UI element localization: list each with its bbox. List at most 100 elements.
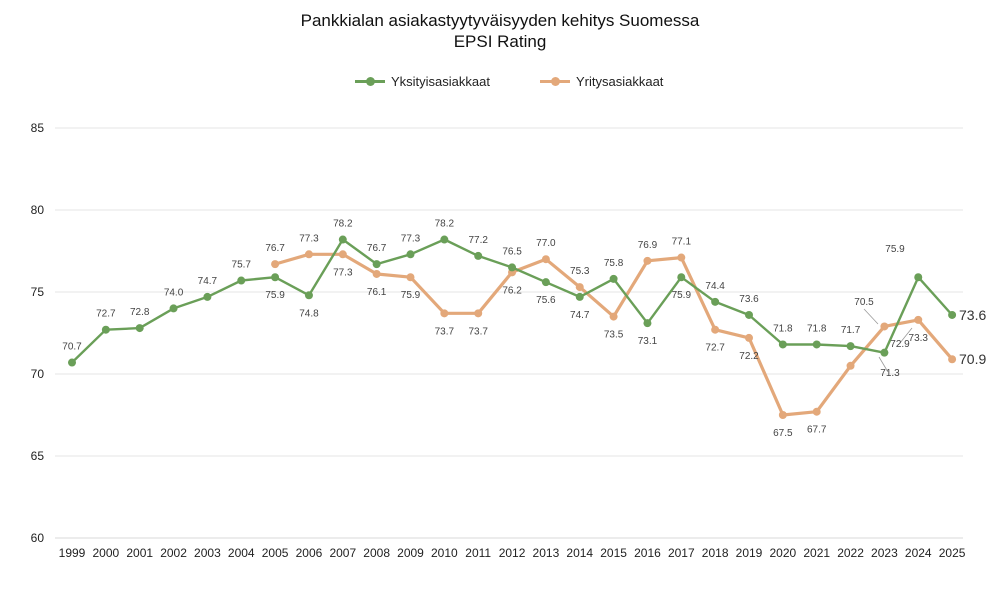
point-yritysasiakkaat-2024 bbox=[914, 315, 923, 324]
legend-label-yksityisasiakkaat: Yksityisasiakkaat bbox=[391, 73, 490, 89]
point-yritysasiakkaat-2017 bbox=[677, 253, 686, 262]
point-yksityisasiakkaat-2001 bbox=[135, 324, 144, 333]
point-yksityisasiakkaat-2003 bbox=[203, 292, 212, 301]
point-yritysasiakkaat-2011 bbox=[474, 309, 483, 318]
chart-title: Pankkialan asiakastyytyväisyyden kehitys… bbox=[300, 11, 700, 30]
x-tick-label-2024: 2024 bbox=[905, 546, 932, 560]
x-tick-label-2013: 2013 bbox=[533, 546, 560, 560]
legend-item-yritysasiakkaat: Yritysasiakkaat bbox=[540, 71, 663, 91]
x-tick-label-2001: 2001 bbox=[126, 546, 153, 560]
x-tick-label-2021: 2021 bbox=[803, 546, 830, 560]
point-yritysasiakkaat-2013 bbox=[541, 255, 550, 264]
point-yksityisasiakkaat-2016 bbox=[643, 319, 652, 328]
end-label-yritysasiakkaat: 70.9 bbox=[959, 351, 986, 367]
point-yritysasiakkaat-2020 bbox=[778, 411, 787, 419]
data-label-yksityisasiakkaat-1999: 70.7 bbox=[62, 342, 82, 353]
data-label-yritysasiakkaat-2007: 77.3 bbox=[333, 267, 353, 278]
data-label-yksityisasiakkaat-2012: 76.5 bbox=[502, 246, 522, 257]
point-yritysasiakkaat-2023 bbox=[880, 322, 889, 331]
data-label-yksityisasiakkaat-2010: 78.2 bbox=[435, 219, 455, 230]
data-label-yritysasiakkaat-2016: 76.9 bbox=[638, 240, 658, 251]
y-tick-label-70: 70 bbox=[31, 367, 45, 381]
data-label-yksityisasiakkaat-2014: 74.7 bbox=[570, 310, 590, 321]
x-tick-label-2009: 2009 bbox=[397, 546, 424, 560]
data-label-yksityisasiakkaat-2015: 75.8 bbox=[604, 258, 624, 269]
point-yksityisasiakkaat-2015 bbox=[609, 274, 618, 283]
data-label-yritysasiakkaat-2018: 72.7 bbox=[705, 343, 725, 354]
data-label-yksityisasiakkaat-2001: 72.8 bbox=[130, 307, 150, 318]
legend-item-yksityisasiakkaat: Yksityisasiakkaat bbox=[355, 71, 490, 91]
point-yritysasiakkaat-2009 bbox=[406, 273, 415, 282]
data-label-yksityisasiakkaat-2008: 76.7 bbox=[367, 243, 387, 254]
data-label-yritysasiakkaat-2017: 77.1 bbox=[672, 237, 692, 248]
data-label-yritysasiakkaat-2009: 75.9 bbox=[401, 290, 421, 301]
point-yksityisasiakkaat-2009 bbox=[406, 250, 415, 259]
x-tick-label-2002: 2002 bbox=[160, 546, 187, 560]
point-yritysasiakkaat-2006 bbox=[304, 250, 313, 259]
point-yritysasiakkaat-2025 bbox=[948, 355, 957, 364]
point-yksityisasiakkaat-2010 bbox=[440, 235, 449, 244]
data-label-yksityisasiakkaat-2004: 75.7 bbox=[232, 260, 252, 271]
x-tick-label-2011: 2011 bbox=[465, 546, 491, 560]
data-label-yritysasiakkaat-2020: 67.5 bbox=[773, 428, 793, 439]
data-label-yksityisasiakkaat-2021: 71.8 bbox=[807, 323, 827, 334]
x-tick-label-2007: 2007 bbox=[329, 546, 356, 560]
point-yritysasiakkaat-2018 bbox=[711, 325, 720, 334]
data-label-yksityisasiakkaat-2000: 72.7 bbox=[96, 309, 116, 320]
data-label-yritysasiakkaat-2015: 73.5 bbox=[604, 330, 624, 341]
data-label-yksityisasiakkaat-2018: 74.4 bbox=[705, 281, 725, 292]
point-yksityisasiakkaat-2012 bbox=[508, 263, 517, 272]
point-yritysasiakkaat-2014 bbox=[575, 283, 584, 292]
data-label-yritysasiakkaat-2006: 77.3 bbox=[299, 233, 319, 244]
point-yritysasiakkaat-2022 bbox=[846, 361, 855, 370]
data-label-yksityisasiakkaat-2009: 77.3 bbox=[401, 233, 421, 244]
data-label-yritysasiakkaat-2008: 76.1 bbox=[367, 287, 387, 298]
x-tick-label-2016: 2016 bbox=[634, 546, 661, 560]
point-yksityisasiakkaat-1999 bbox=[68, 358, 76, 367]
data-label-yksityisasiakkaat-2016: 73.1 bbox=[638, 336, 658, 347]
point-yritysasiakkaat-2010 bbox=[440, 309, 449, 318]
data-label-yksityisasiakkaat-2017: 75.9 bbox=[672, 290, 692, 301]
data-label-yritysasiakkaat-2013: 77.0 bbox=[536, 238, 556, 249]
x-tick-label-2023: 2023 bbox=[871, 546, 898, 560]
x-tick-label-2020: 2020 bbox=[769, 546, 796, 560]
data-label-yksityisasiakkaat-2013: 75.6 bbox=[536, 295, 556, 306]
x-tick-label-2017: 2017 bbox=[668, 546, 695, 560]
point-yksityisasiakkaat-2019 bbox=[745, 310, 753, 319]
point-yksityisasiakkaat-2022 bbox=[846, 342, 855, 351]
data-label-yritysasiakkaat-2023: 72.9 bbox=[890, 339, 910, 350]
point-yksityisasiakkaat-2024 bbox=[914, 273, 923, 282]
data-label-yritysasiakkaat-2012: 76.2 bbox=[502, 285, 522, 296]
chart-subtitle: EPSI Rating bbox=[453, 32, 547, 51]
point-yksityisasiakkaat-2004 bbox=[237, 276, 246, 285]
x-tick-label-2005: 2005 bbox=[262, 546, 289, 560]
data-label-yritysasiakkaat-2005: 76.7 bbox=[265, 243, 285, 254]
point-yksityisasiakkaat-2008 bbox=[372, 260, 381, 269]
data-label-yritysasiakkaat-2022: 70.5 bbox=[854, 297, 874, 308]
x-tick-label-2006: 2006 bbox=[296, 546, 323, 560]
point-yritysasiakkaat-2019 bbox=[745, 333, 753, 342]
x-tick-label-2008: 2008 bbox=[363, 546, 390, 560]
x-tick-label-2025: 2025 bbox=[939, 546, 966, 560]
legend-swatch-yritysasiakkaat bbox=[540, 71, 570, 91]
data-label-yksityisasiakkaat-2002: 74.0 bbox=[164, 287, 184, 298]
y-tick-label-60: 60 bbox=[31, 531, 45, 545]
x-tick-label-2019: 2019 bbox=[736, 546, 763, 560]
data-label-yksityisasiakkaat-2020: 71.8 bbox=[773, 323, 793, 334]
point-yritysasiakkaat-2016 bbox=[643, 256, 652, 265]
leader-line-0 bbox=[878, 356, 889, 373]
point-yksityisasiakkaat-2002 bbox=[169, 304, 178, 313]
x-tick-label-2010: 2010 bbox=[431, 546, 458, 560]
y-tick-label-80: 80 bbox=[31, 203, 45, 217]
leader-line-2 bbox=[899, 327, 913, 344]
point-yksityisasiakkaat-2005 bbox=[271, 273, 280, 282]
legend: Yksityisasiakkaat Yritysasiakkaat bbox=[0, 71, 1000, 91]
data-label-yritysasiakkaat-2010: 73.7 bbox=[435, 326, 455, 337]
point-yksityisasiakkaat-2011 bbox=[474, 251, 483, 260]
point-yksityisasiakkaat-2014 bbox=[575, 292, 584, 301]
y-tick-label-75: 75 bbox=[31, 285, 45, 299]
point-yksityisasiakkaat-2021 bbox=[812, 340, 821, 349]
data-label-yritysasiakkaat-2014: 75.3 bbox=[570, 266, 590, 277]
